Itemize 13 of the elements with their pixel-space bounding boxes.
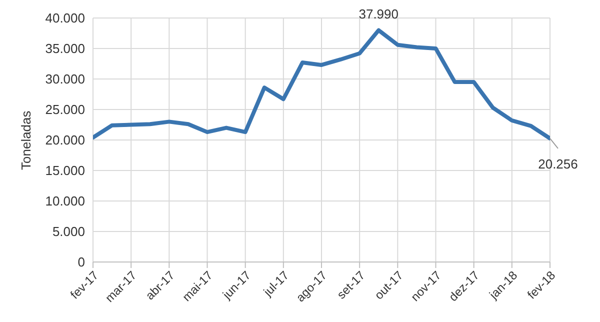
y-tick-label: 10.000 xyxy=(45,194,85,209)
y-tick-label: 15.000 xyxy=(45,163,85,178)
y-tick-label: 20.000 xyxy=(45,132,85,148)
data-label: 20.256 xyxy=(538,156,578,172)
y-tick-label: 35.000 xyxy=(45,41,85,56)
y-tick-label: 25.000 xyxy=(45,102,85,118)
y-tick-label: 40.000 xyxy=(45,10,85,26)
data-label: 37.990 xyxy=(358,6,399,22)
y-axis-title: Toneladas xyxy=(18,110,34,170)
y-tick-label: 0 xyxy=(78,254,85,270)
y-tick-label: 5.000 xyxy=(52,224,85,240)
y-tick-label: 30.000 xyxy=(45,72,85,87)
line-series xyxy=(93,28,550,140)
